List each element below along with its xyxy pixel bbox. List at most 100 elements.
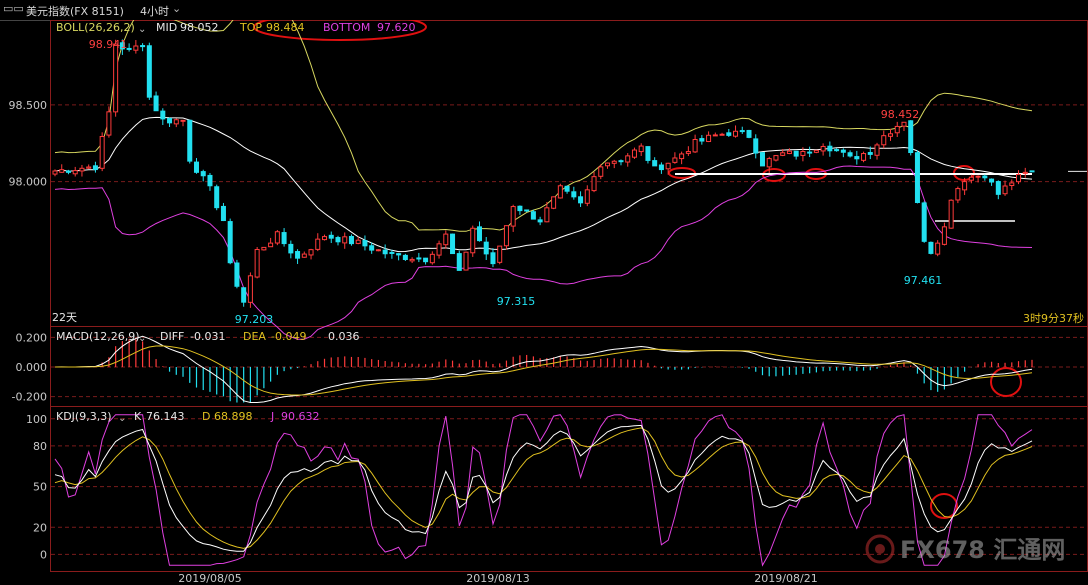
window-menu-icon[interactable]: ▭▭ bbox=[3, 2, 24, 15]
candle-31 bbox=[261, 246, 267, 251]
candle-95 bbox=[692, 134, 698, 153]
candle-body bbox=[807, 151, 813, 154]
candle-body bbox=[1002, 185, 1008, 195]
candle-139 bbox=[989, 178, 995, 186]
candle-body bbox=[268, 242, 274, 248]
candle-74 bbox=[551, 196, 557, 210]
candle-body bbox=[463, 251, 469, 271]
candle-73 bbox=[544, 202, 550, 223]
candle-11 bbox=[126, 43, 132, 52]
candle-118 bbox=[847, 150, 853, 158]
candle-body bbox=[86, 166, 92, 169]
candle-45 bbox=[355, 236, 361, 245]
k-line bbox=[54, 424, 1033, 552]
candle-36 bbox=[295, 249, 301, 264]
candle-body bbox=[551, 196, 557, 209]
candle-38 bbox=[308, 248, 314, 260]
candle-2 bbox=[65, 169, 71, 175]
symbol-title: 美元指数(FX 8151) bbox=[26, 5, 124, 18]
candle-body bbox=[187, 119, 193, 162]
candle-body bbox=[557, 185, 563, 199]
candle-body bbox=[362, 240, 368, 247]
candle-39 bbox=[315, 233, 321, 252]
boll-lower-line bbox=[54, 165, 1033, 340]
candle-body bbox=[827, 145, 833, 152]
candle-body bbox=[746, 129, 752, 138]
candle-body bbox=[106, 111, 112, 136]
chevron-down-icon[interactable]: ⌄ bbox=[172, 2, 182, 15]
candle-7 bbox=[99, 132, 105, 172]
candle-body bbox=[234, 262, 240, 287]
candle-141 bbox=[1002, 180, 1008, 196]
j-label: J bbox=[270, 410, 274, 423]
dea-label: DEA bbox=[243, 330, 266, 343]
candle-body bbox=[113, 43, 119, 113]
candle-109 bbox=[786, 148, 792, 155]
candle-117 bbox=[840, 148, 846, 158]
macd-chevron-icon[interactable]: ⌄ bbox=[138, 333, 146, 344]
candle-87 bbox=[638, 143, 644, 157]
candle-142 bbox=[1009, 179, 1015, 191]
kdj-chevron-icon[interactable]: ⌄ bbox=[118, 413, 126, 424]
boll-indicator-label[interactable]: BOLL(26,26,2) bbox=[56, 21, 135, 34]
panel-frames bbox=[50, 20, 1088, 572]
candle-body bbox=[241, 287, 247, 303]
candle-body bbox=[247, 275, 253, 303]
candle-body bbox=[665, 162, 671, 170]
timeframe-selector[interactable]: 4小时 bbox=[140, 5, 169, 18]
candle-46 bbox=[362, 235, 368, 251]
candle-body bbox=[416, 257, 422, 260]
candle-89 bbox=[652, 157, 658, 167]
candle-68 bbox=[510, 204, 516, 232]
candle-body bbox=[530, 211, 536, 220]
boll-chevron-icon[interactable]: ⌄ bbox=[138, 24, 146, 35]
candle-body bbox=[618, 160, 624, 163]
candle-body bbox=[962, 181, 968, 191]
macd-indicator-label[interactable]: MACD(12,26,9) bbox=[56, 330, 140, 343]
candle-135 bbox=[962, 177, 968, 196]
candle-63 bbox=[476, 221, 482, 242]
candle-77 bbox=[571, 186, 577, 200]
candle-body bbox=[786, 150, 792, 155]
candle-body bbox=[524, 209, 530, 212]
candle-body bbox=[322, 236, 328, 241]
bottom-label: BOTTOM bbox=[323, 21, 370, 34]
candle-body bbox=[490, 252, 496, 265]
candle-body bbox=[995, 181, 1001, 195]
candle-51 bbox=[396, 253, 402, 261]
chart-area[interactable]: 98.500 98.000 0.200 0.000 -0.200 100 80 50 20 0 B… bbox=[0, 20, 1088, 585]
candle-65 bbox=[490, 248, 496, 268]
candle-body bbox=[254, 249, 260, 278]
macd-series bbox=[54, 335, 1033, 403]
y-tick-macd-1: 0.000 bbox=[16, 361, 48, 374]
candle-body bbox=[672, 157, 678, 163]
main-series bbox=[52, 20, 1087, 340]
candle-body bbox=[928, 241, 934, 254]
candle-127 bbox=[908, 120, 914, 156]
kdj-indicator-label[interactable]: KDJ(9,3,3) bbox=[56, 410, 112, 423]
candle-137 bbox=[975, 175, 981, 183]
candle-body bbox=[450, 233, 456, 255]
candle-body bbox=[261, 246, 267, 251]
candle-body bbox=[456, 253, 462, 271]
candle-121 bbox=[867, 146, 873, 160]
y-tick-main-0: 98.500 bbox=[9, 99, 48, 112]
candle-body bbox=[989, 178, 995, 183]
candle-140 bbox=[995, 180, 1001, 200]
candle-body bbox=[126, 47, 132, 50]
y-tick-macd-0: 0.200 bbox=[16, 331, 48, 344]
candle-body bbox=[288, 243, 294, 254]
d-value: 68.898 bbox=[214, 410, 253, 423]
candle-body bbox=[564, 185, 570, 192]
candle-body bbox=[645, 146, 651, 161]
candle-58 bbox=[443, 230, 449, 249]
y-tick-kdj-0: 100 bbox=[26, 413, 47, 426]
annotation-high-2: 98.452 bbox=[881, 108, 920, 121]
candle-body bbox=[173, 119, 179, 125]
candle-27 bbox=[234, 259, 240, 289]
candle-67 bbox=[503, 225, 509, 250]
candle-body bbox=[193, 161, 200, 173]
candle-107 bbox=[773, 155, 779, 162]
candle-body bbox=[955, 188, 961, 201]
candle-body bbox=[52, 170, 58, 175]
